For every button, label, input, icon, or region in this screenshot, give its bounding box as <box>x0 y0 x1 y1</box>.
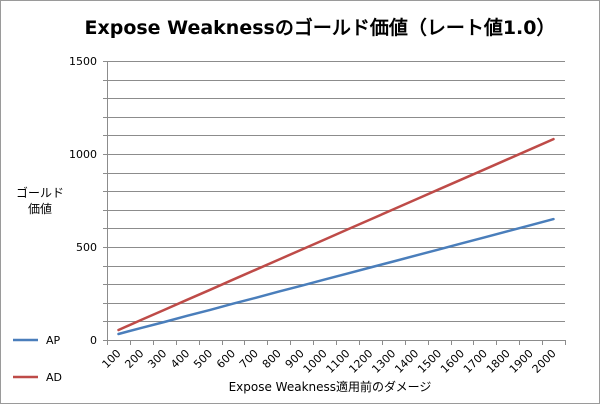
legend: AP AD <box>13 334 62 384</box>
y-axis-label-line-2: 価値 <box>28 201 52 216</box>
series-lines <box>117 137 555 336</box>
y-tick-label: 0 <box>90 334 97 347</box>
series-line-ap <box>117 217 555 336</box>
gridlines <box>107 61 565 322</box>
legend-label-ap: AP <box>46 334 61 347</box>
y-tick-label: 500 <box>76 241 97 254</box>
x-axis-label: Expose Weakness適用前のダメージ <box>229 379 432 394</box>
axes <box>103 61 566 345</box>
y-tick-label: 1500 <box>69 55 97 68</box>
y-tick-label: 1000 <box>69 148 97 161</box>
y-axis-label-line-1: ゴールド <box>16 185 64 200</box>
y-tick-labels: 0 500 1000 1500 <box>69 55 97 347</box>
series-line-ad <box>117 137 555 332</box>
legend-label-ad: AD <box>46 371 62 384</box>
chart-title: Expose Weaknessのゴールド価値（レート値1.0） <box>84 16 555 39</box>
